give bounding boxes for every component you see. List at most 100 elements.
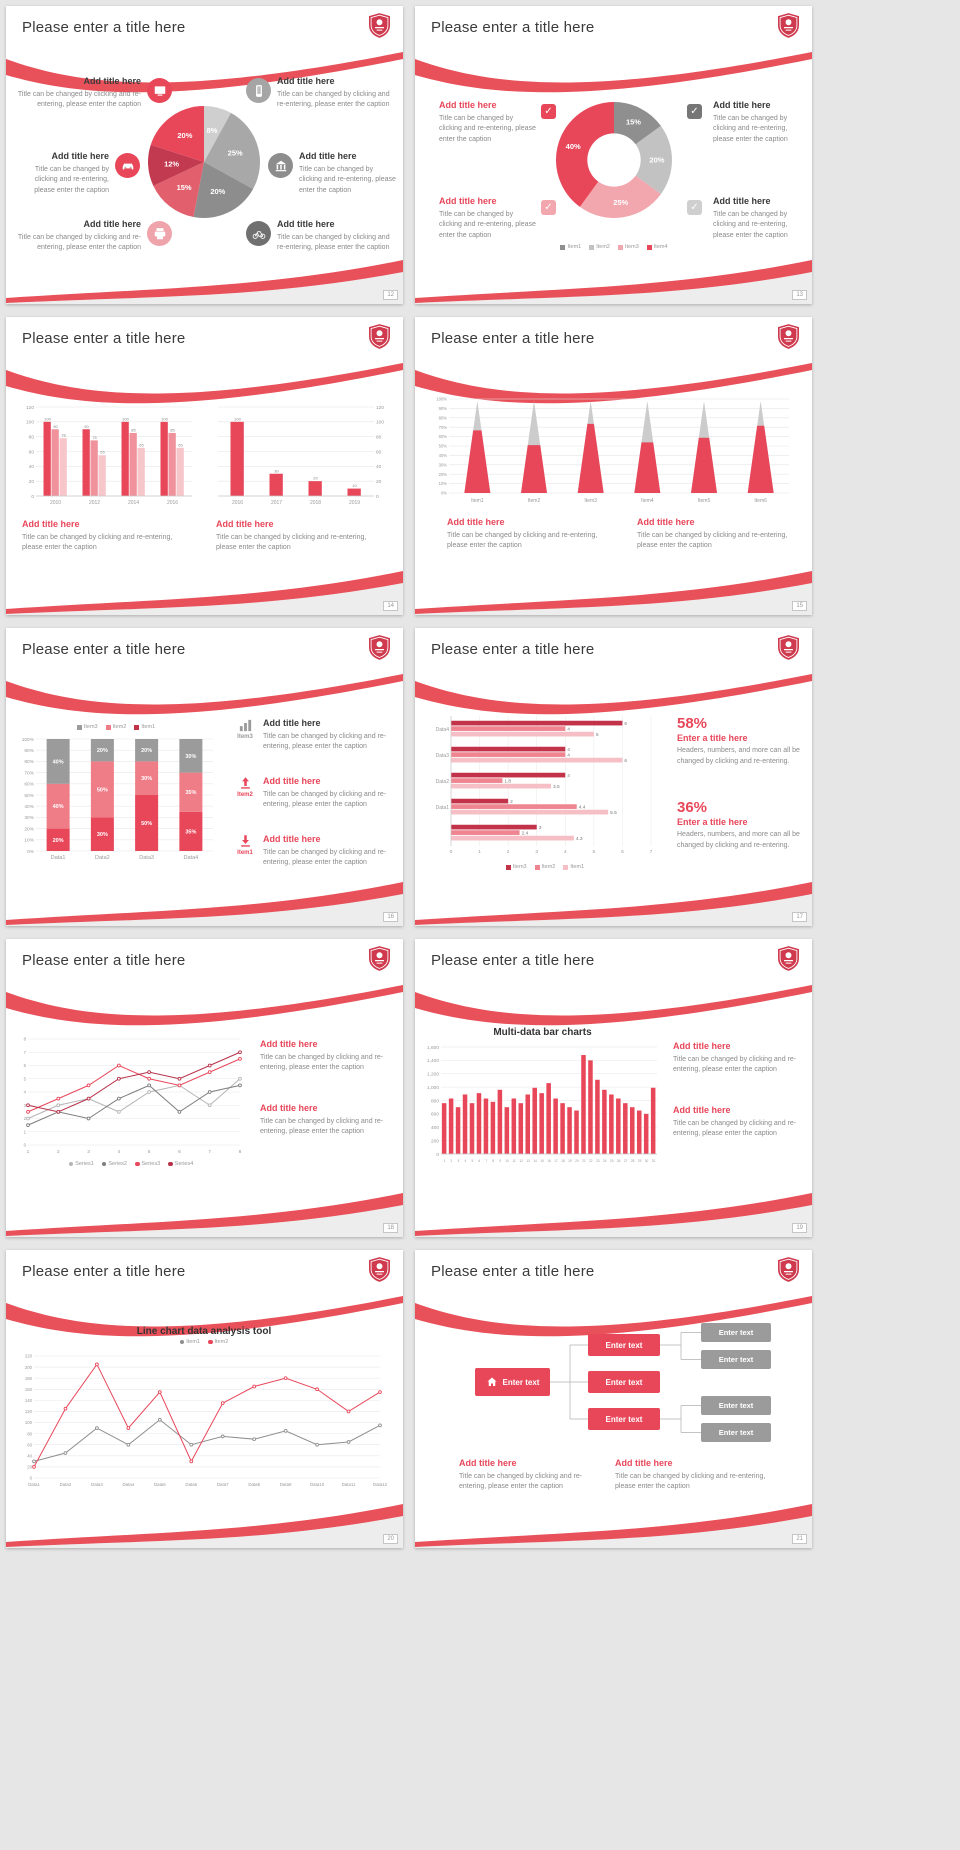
svg-text:0: 0 [376,494,379,500]
slide-19[interactable]: Please enter a title here Multi-data bar… [415,939,812,1237]
add-title-heading: Add title here [713,196,771,206]
legend-item: Item2 [208,1339,228,1345]
svg-text:5: 5 [148,1149,151,1155]
item-label: Item3 [237,734,253,740]
svg-text:6: 6 [624,758,627,764]
slide-20[interactable]: Please enter a title here Line chart dat… [6,1250,403,1548]
svg-text:5: 5 [596,732,599,738]
top-red-swoosh [6,363,403,404]
svg-text:2014: 2014 [128,500,139,506]
svg-text:Data9: Data9 [280,1482,292,1487]
text-block: Add title here Title can be changed by c… [673,1105,803,1140]
svg-text:20%: 20% [141,748,152,754]
slide-15[interactable]: Please enter a title here 0% 10% 20% 30% 40%… [415,317,812,615]
slide-13[interactable]: Please enter a title here Add title here… [415,6,812,304]
slide-17[interactable]: Please enter a title here 0 1 2 3 4 5 6 7 6 4 5 Dat… [415,628,812,926]
stat-heading: Enter a title here [677,816,748,827]
add-title-heading: Add title here [637,517,695,527]
text-block: Add title here Title can be changed by c… [439,196,537,241]
svg-text:20%: 20% [649,156,664,165]
info-row: Item3 Add title here Title can be changed… [234,718,394,753]
svg-text:29: 29 [638,1159,642,1163]
svg-text:100: 100 [26,420,34,426]
svg-text:Data12: Data12 [373,1482,388,1487]
legend-item: Item3 [618,244,639,250]
slide-21[interactable]: Please enter a title here Enter text Ent… [415,1250,812,1548]
svg-text:90: 90 [53,424,58,429]
text-block: Add title here Title can be changed by c… [673,1041,803,1076]
slide-title: Please enter a title here [431,1263,595,1280]
svg-text:85: 85 [131,427,136,432]
svg-text:Data11: Data11 [342,1482,356,1487]
svg-text:7: 7 [208,1149,211,1155]
legend-item: Series4 [168,1161,193,1167]
add-title-heading: Add title here [260,1039,318,1049]
slide-14[interactable]: Please enter a title here 0 20 40 60 80 100 12… [6,317,403,615]
svg-text:1: 1 [444,1159,446,1163]
svg-text:400: 400 [431,1125,439,1131]
bottom-red-swoosh [415,260,812,304]
svg-text:1,200: 1,200 [427,1072,439,1078]
svg-text:15%: 15% [177,183,192,192]
top-red-swoosh [6,52,403,93]
svg-text:11: 11 [513,1159,517,1163]
svg-text:20: 20 [575,1159,579,1163]
legend-item: Item3 [505,864,527,870]
caption-text: Title can be changed by clicking and re-… [277,233,390,252]
svg-text:50%: 50% [439,444,448,449]
slide-title: Please enter a title here [22,330,186,347]
svg-text:2.4: 2.4 [522,830,529,836]
legend-item: Item4 [646,244,668,250]
add-title-heading: Add title here [299,151,357,161]
caption-text: Title can be changed by clicking and re-… [439,210,536,239]
caption-text: Title can be changed by clicking and re-… [673,1119,797,1138]
svg-text:8: 8 [24,1037,27,1042]
svg-text:30: 30 [274,468,279,473]
svg-text:23: 23 [596,1159,600,1163]
svg-text:6: 6 [178,1149,181,1155]
svg-text:Item2: Item2 [528,498,541,504]
flow-end-box: Enter text [701,1396,771,1415]
svg-text:35%: 35% [185,790,196,796]
svg-text:40: 40 [376,464,382,470]
legend-item: Item2 [589,244,610,250]
svg-text:1,400: 1,400 [427,1058,439,1064]
svg-text:50%: 50% [141,821,152,827]
page-number: 19 [792,1223,807,1233]
flow-mid-box: Enter text [588,1371,660,1393]
legend-item: Item1 [179,1339,200,1345]
caption-text: Title can be changed by clicking and re-… [260,1053,384,1072]
text-block: Add title here Title can be changed by c… [260,1103,392,1138]
svg-text:Data3: Data3 [91,1482,103,1487]
svg-text:20%: 20% [210,187,225,196]
svg-text:100%: 100% [22,737,35,743]
svg-text:5.5: 5.5 [610,810,617,816]
slide-12[interactable]: Please enter a title here 8% 25% 20% 15% 12%… [6,6,403,304]
slide-16[interactable]: Please enter a title here Item3 Item2 Item… [6,628,403,926]
svg-text:75: 75 [92,435,97,440]
monitor-icon [147,78,172,103]
svg-text:100: 100 [25,1420,33,1425]
svg-text:80%: 80% [439,415,448,420]
svg-text:40%: 40% [439,453,448,458]
svg-text:30%: 30% [439,462,448,467]
checkbox-icon: ✓ [541,104,556,119]
caption-text: Title can be changed by clicking and re-… [17,90,141,109]
add-title-heading: Add title here [439,100,497,110]
svg-text:0%: 0% [27,849,35,855]
svg-text:4: 4 [567,752,570,758]
pie-info-item: Add title here Title can be changed by cl… [246,76,398,111]
svg-text:90: 90 [84,424,89,429]
caption-text: Title can be changed by clicking and re-… [216,533,367,552]
svg-text:10%: 10% [24,838,34,844]
legend-item: Item1 [563,864,584,870]
pie-info-item: Add title here Title can be changed by cl… [268,151,396,196]
home-icon [486,1376,498,1388]
legend-item: Series1 [68,1161,94,1167]
svg-text:19: 19 [568,1159,572,1163]
svg-text:26: 26 [617,1159,621,1163]
svg-text:Data4: Data4 [184,855,199,861]
legend-item: Item2 [105,724,126,730]
